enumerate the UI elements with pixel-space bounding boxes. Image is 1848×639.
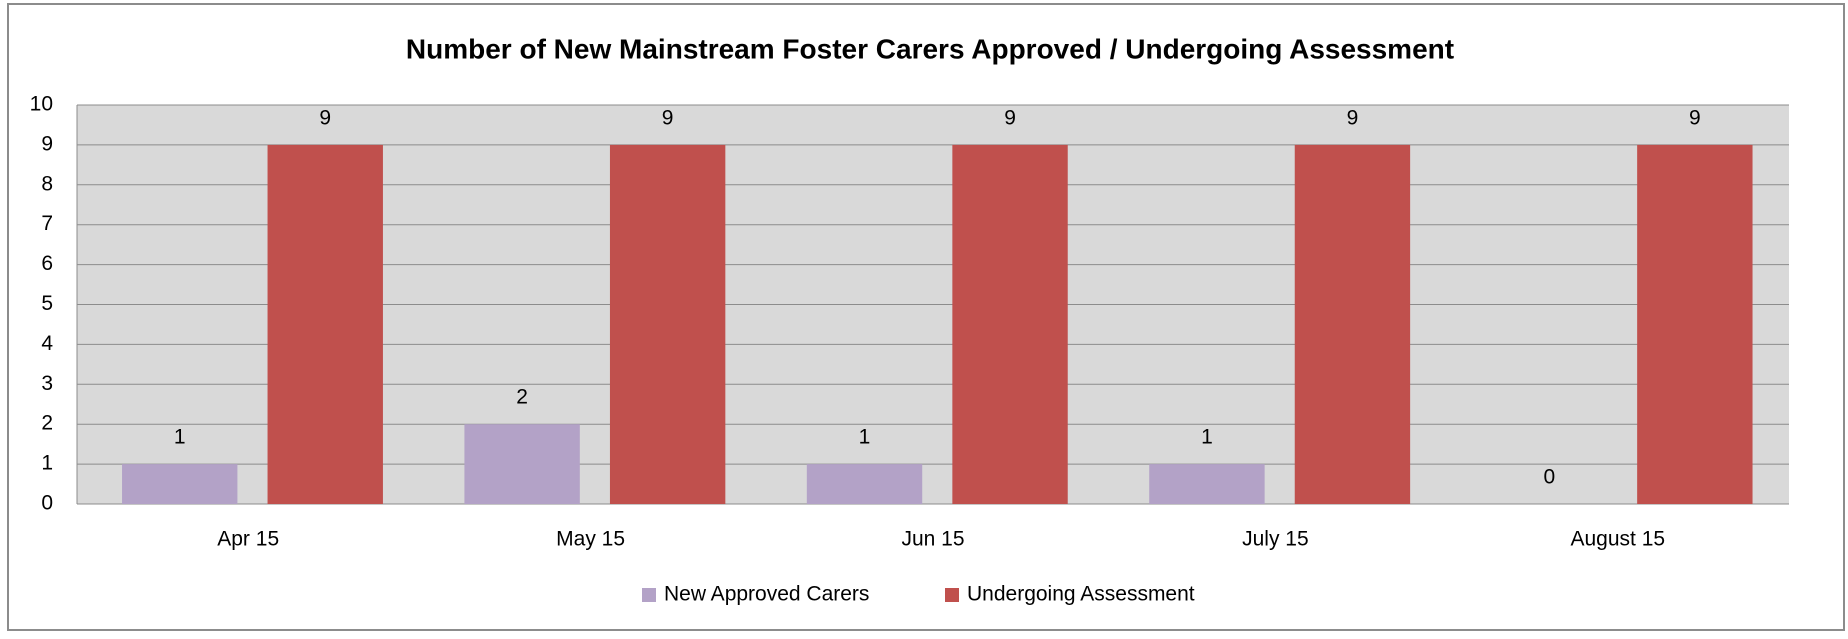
y-tick-label: 8 (41, 172, 53, 195)
y-tick-label: 5 (41, 292, 53, 315)
bar (122, 464, 238, 504)
y-tick-label: 0 (41, 492, 53, 515)
value-label: 9 (319, 106, 331, 129)
value-label: 9 (1689, 106, 1701, 129)
x-tick-label: Apr 15 (217, 528, 279, 551)
bar (1149, 464, 1265, 504)
value-label: 9 (1004, 106, 1016, 129)
value-label: 1 (174, 426, 186, 449)
x-tick-label: August 15 (1571, 528, 1666, 551)
value-label: 2 (516, 386, 528, 409)
value-label: 1 (1201, 426, 1213, 449)
legend-label: Undergoing Assessment (967, 583, 1195, 606)
y-tick-label: 3 (41, 372, 53, 395)
legend-label: New Approved Carers (664, 583, 869, 606)
bar (806, 464, 923, 504)
y-tick-label: 10 (30, 93, 53, 116)
legend-swatch (642, 588, 656, 602)
chart-title: Number of New Mainstream Foster Carers A… (406, 33, 1454, 64)
bar (1637, 144, 1753, 504)
y-tick-label: 2 (41, 412, 53, 435)
bar (952, 144, 1068, 504)
x-tick-label: July 15 (1242, 528, 1309, 551)
y-tick-label: 1 (41, 452, 53, 475)
legend-swatch (945, 588, 959, 602)
bar (464, 424, 580, 504)
y-tick-label: 6 (41, 252, 53, 275)
value-label: 9 (662, 106, 674, 129)
bar (267, 144, 383, 504)
value-label: 9 (1347, 106, 1359, 129)
y-tick-label: 4 (41, 332, 53, 355)
bar (609, 144, 726, 504)
x-tick-label: Jun 15 (901, 528, 964, 551)
value-label: 1 (859, 426, 871, 449)
bar (1294, 144, 1411, 504)
y-tick-label: 9 (41, 132, 53, 155)
value-label: 0 (1543, 466, 1555, 489)
x-tick-label: May 15 (556, 528, 625, 551)
y-tick-label: 7 (41, 212, 53, 235)
